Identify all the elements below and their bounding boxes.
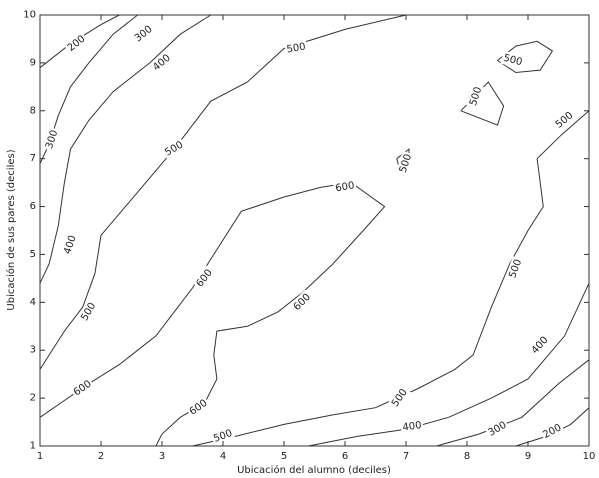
contour-label-bg-9: [395, 150, 416, 176]
x-axis-ticks: 1 2 3 4 5 6 7 8 9 10: [37, 15, 596, 462]
y-tick-label-6: 6: [30, 201, 36, 212]
y-tick-label-10: 10: [23, 10, 36, 21]
contour-label-bg-16: [192, 265, 217, 291]
y-tick-label-3: 3: [30, 345, 36, 356]
contour-label-bg-4: [60, 232, 80, 258]
y-tick-label-8: 8: [30, 105, 36, 116]
contour-label-bg-0: [63, 31, 89, 56]
contour-line-400-2: [39, 14, 212, 284]
y-axis-label: Ubicación de sus pares (deciles): [5, 149, 17, 310]
contour-label-bg-6: [161, 137, 187, 160]
contour-label-bg-12: [551, 107, 577, 133]
x-tick-label-10: 10: [583, 451, 596, 462]
x-axis-label: Ubicación del alumno (deciles): [237, 464, 391, 476]
contour-line-500-3: [39, 14, 407, 370]
y-tick-label-5: 5: [30, 249, 36, 260]
contour-label-bg-17: [289, 289, 315, 315]
contour-label-bg-11: [500, 50, 526, 70]
contour-line-500-11: [497, 40, 554, 74]
contour-line-500-5: [192, 110, 590, 447]
contour-label-bg-2: [42, 126, 62, 152]
contour-label-bg-13: [387, 385, 412, 411]
contour-label-bg-18: [69, 376, 96, 400]
contour-label-bg-14: [505, 256, 526, 282]
contour-label-bg-5: [284, 39, 309, 57]
x-tick-label-8: 8: [464, 451, 470, 462]
contour-labels: 200 3003004004005005005005005005005005005…: [42, 21, 577, 446]
contour-label-bg-8: [210, 426, 236, 446]
y-tick-label-2: 2: [30, 393, 36, 404]
contour-line-300-7: [436, 359, 590, 447]
contour-label-bg-19: [185, 395, 212, 419]
y-tick-label-7: 7: [30, 153, 36, 164]
x-tick-label-9: 9: [525, 451, 531, 462]
contour-label-bg-23: [539, 420, 565, 443]
x-tick-label-5: 5: [281, 451, 287, 462]
contour-label-bg-21: [527, 332, 553, 358]
contour-label-bg-15: [332, 178, 357, 196]
contour-line-200-0: [39, 14, 120, 69]
contour-label-bg-20: [400, 418, 424, 435]
contour-label-500-11: 500: [502, 53, 523, 69]
y-axis-ticks: 1 2 3 4 5 6 7 8 9 10: [23, 10, 589, 452]
contour-line-400-6: [308, 282, 590, 447]
x-tick-label-6: 6: [342, 451, 348, 462]
y-tick-label-1: 1: [30, 441, 36, 452]
contour-label-bg-3: [149, 50, 175, 75]
contour-line-600-4: [39, 182, 386, 447]
contour-label-bg-1: [130, 21, 157, 46]
x-tick-label-3: 3: [159, 451, 165, 462]
x-tick-label-1: 1: [37, 451, 43, 462]
contour-label-500-5: 500: [286, 41, 307, 55]
contour-label-400-4: 400: [62, 234, 78, 256]
y-tick-label-4: 4: [30, 297, 36, 308]
x-tick-label-2: 2: [98, 451, 104, 462]
contour-label-bg-10: [466, 83, 486, 109]
contour-lines: [39, 14, 590, 447]
x-tick-label-7: 7: [403, 451, 409, 462]
plot-frame: [39, 14, 590, 447]
contour-label-300-2: 300: [44, 129, 60, 151]
contour-label-bg-7: [77, 298, 100, 325]
contour-label-600-15: 600: [335, 180, 356, 194]
contour-label-500-10: 500: [468, 86, 484, 108]
contour-label-400-20: 400: [402, 420, 422, 434]
contour-label-bg-22: [484, 417, 511, 440]
y-tick-label-9: 9: [30, 57, 36, 68]
x-tick-label-4: 4: [220, 451, 226, 462]
